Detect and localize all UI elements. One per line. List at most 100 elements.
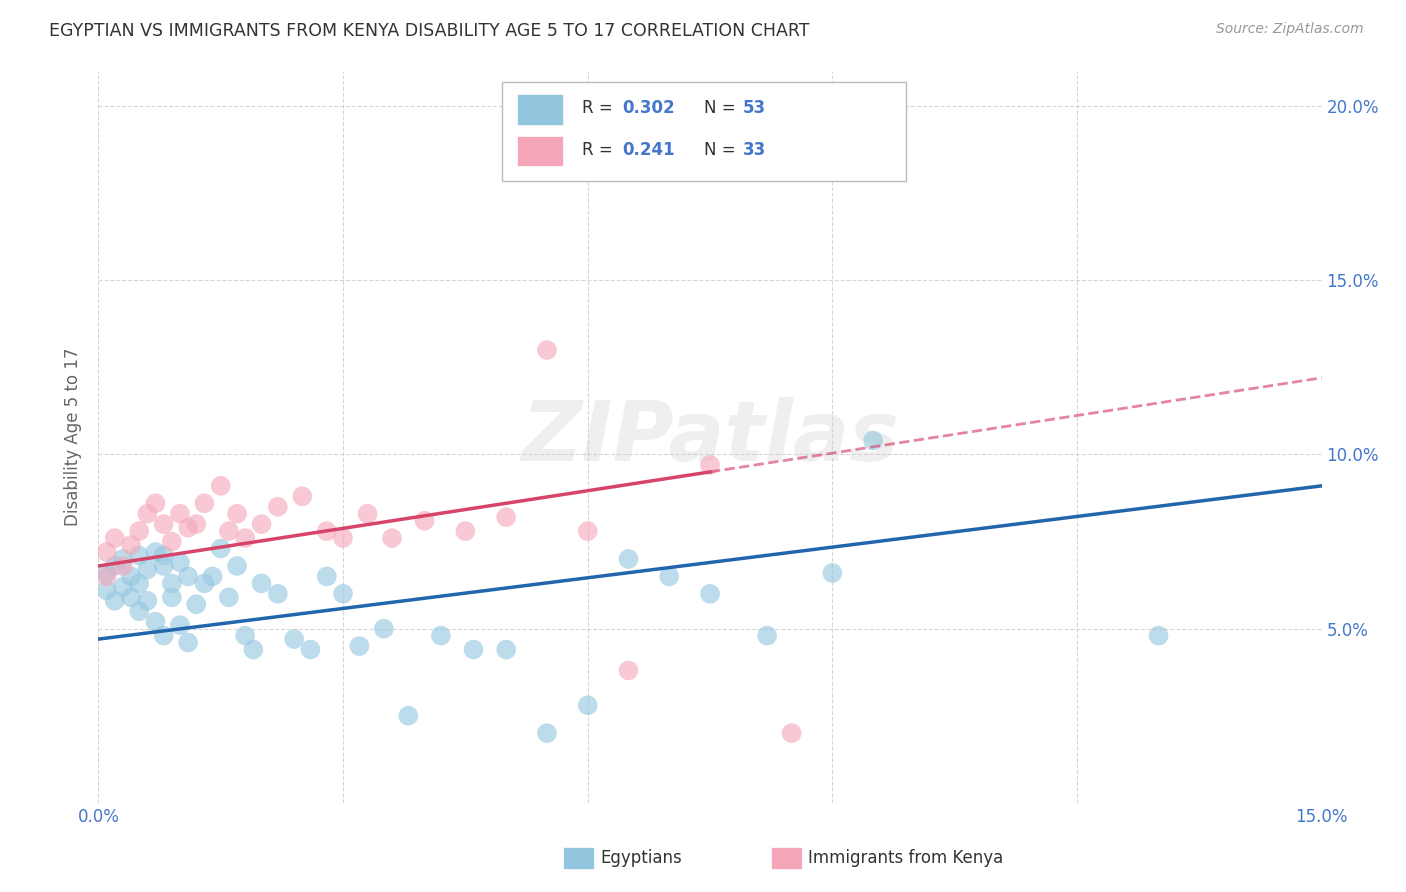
Point	[128, 524, 150, 538]
Text: Source: ZipAtlas.com: Source: ZipAtlas.com	[1216, 22, 1364, 37]
Point	[454, 524, 477, 538]
Point	[332, 531, 354, 545]
Point	[349, 639, 371, 653]
Point	[283, 632, 305, 646]
Text: 53: 53	[742, 99, 766, 117]
Text: EGYPTIAN VS IMMIGRANTS FROM KENYA DISABILITY AGE 5 TO 17 CORRELATION CHART: EGYPTIAN VS IMMIGRANTS FROM KENYA DISABI…	[49, 22, 810, 40]
FancyBboxPatch shape	[564, 847, 593, 869]
Point	[128, 576, 150, 591]
Point	[120, 569, 142, 583]
Point	[136, 562, 159, 576]
Point	[233, 531, 256, 545]
Point	[96, 583, 118, 598]
Y-axis label: Disability Age 5 to 17: Disability Age 5 to 17	[65, 348, 83, 526]
Point	[177, 521, 200, 535]
FancyBboxPatch shape	[517, 136, 564, 167]
Point	[536, 343, 558, 357]
Point	[291, 489, 314, 503]
Point	[218, 591, 240, 605]
Point	[160, 534, 183, 549]
Point	[373, 622, 395, 636]
Point	[226, 507, 249, 521]
Point	[104, 531, 127, 545]
Point	[128, 549, 150, 563]
Text: N =: N =	[704, 99, 741, 117]
Point	[111, 552, 134, 566]
Point	[242, 642, 264, 657]
Point	[169, 556, 191, 570]
Point	[193, 576, 215, 591]
Point	[177, 569, 200, 583]
Point	[430, 629, 453, 643]
Point	[250, 517, 273, 532]
Point	[136, 594, 159, 608]
Point	[186, 517, 208, 532]
Point	[576, 698, 599, 713]
Text: R =: R =	[582, 141, 617, 159]
Point	[495, 642, 517, 657]
Point	[201, 569, 224, 583]
Point	[104, 558, 127, 573]
Point	[332, 587, 354, 601]
Point	[226, 558, 249, 573]
Point	[152, 517, 174, 532]
Point	[152, 549, 174, 563]
Point	[495, 510, 517, 524]
Point	[152, 629, 174, 643]
Text: N =: N =	[704, 141, 741, 159]
Point	[145, 545, 167, 559]
Point	[576, 524, 599, 538]
Point	[356, 507, 378, 521]
Text: 0.241: 0.241	[621, 141, 675, 159]
Point	[699, 587, 721, 601]
Point	[267, 587, 290, 601]
Point	[536, 726, 558, 740]
Point	[658, 569, 681, 583]
Point	[396, 708, 419, 723]
Point	[96, 566, 118, 580]
Point	[780, 726, 803, 740]
FancyBboxPatch shape	[502, 82, 905, 181]
Point	[128, 604, 150, 618]
FancyBboxPatch shape	[772, 847, 801, 869]
FancyBboxPatch shape	[517, 94, 564, 125]
Point	[177, 635, 200, 649]
Point	[218, 524, 240, 538]
Text: R =: R =	[582, 99, 617, 117]
Point	[250, 576, 273, 591]
Point	[145, 496, 167, 510]
Point	[413, 514, 436, 528]
Point	[96, 545, 118, 559]
Point	[111, 580, 134, 594]
Point	[111, 558, 134, 573]
Point	[267, 500, 290, 514]
Point	[145, 615, 167, 629]
Point	[169, 618, 191, 632]
Point	[193, 496, 215, 510]
Point	[169, 507, 191, 521]
Point	[463, 642, 485, 657]
Point	[699, 458, 721, 472]
Text: Immigrants from Kenya: Immigrants from Kenya	[808, 848, 1002, 867]
Point	[96, 569, 118, 583]
Point	[756, 629, 779, 643]
Point	[617, 664, 640, 678]
Point	[120, 591, 142, 605]
Point	[186, 597, 208, 611]
Point	[315, 569, 337, 583]
Point	[160, 591, 183, 605]
Point	[617, 552, 640, 566]
Point	[862, 434, 884, 448]
Point	[152, 558, 174, 573]
Point	[299, 642, 322, 657]
Point	[120, 538, 142, 552]
Point	[136, 507, 159, 521]
Point	[233, 629, 256, 643]
Point	[209, 479, 232, 493]
Text: 33: 33	[742, 141, 766, 159]
Text: ZIPatlas: ZIPatlas	[522, 397, 898, 477]
Point	[315, 524, 337, 538]
Point	[821, 566, 844, 580]
Text: Egyptians: Egyptians	[600, 848, 682, 867]
Point	[209, 541, 232, 556]
